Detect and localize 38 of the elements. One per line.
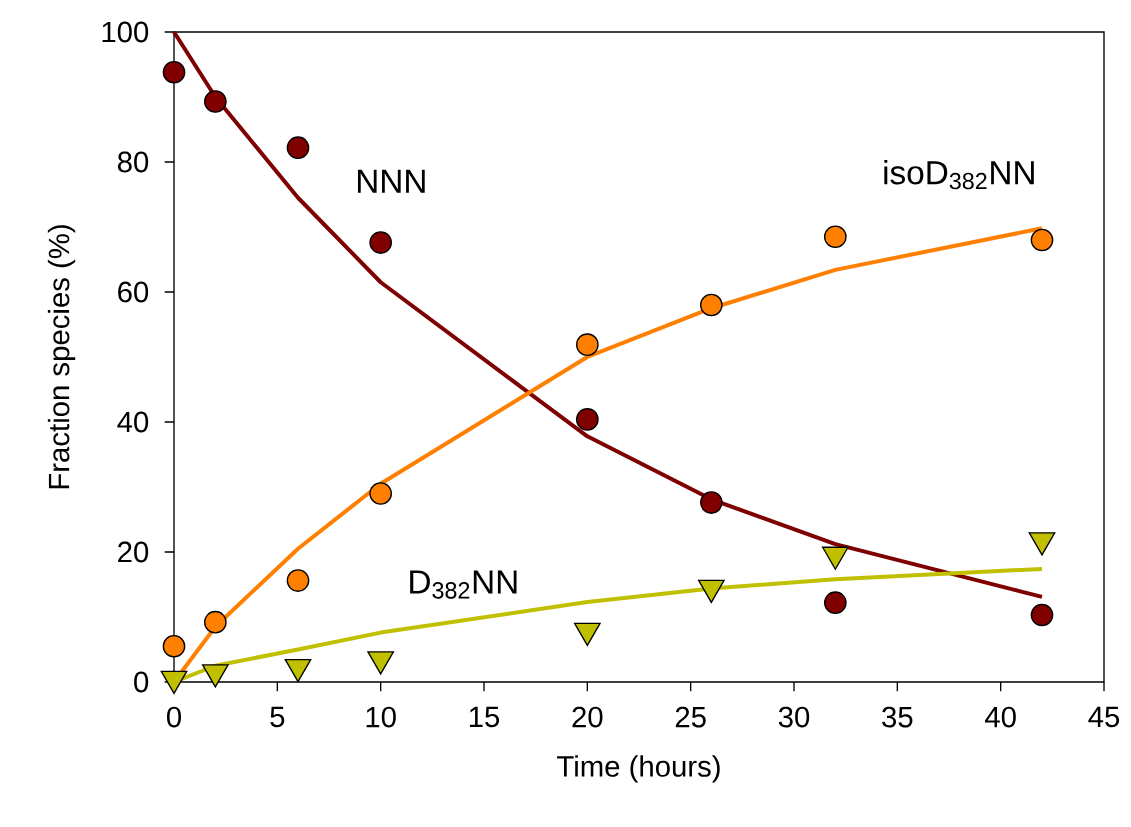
point (824, 591, 847, 615)
x-tick-label: 10 (366, 706, 396, 728)
x-tick-label: 30 (778, 706, 810, 728)
point (1030, 603, 1054, 627)
x-tick-label: 40 (985, 706, 1016, 728)
point (286, 569, 310, 592)
x-tick-label: 15 (469, 706, 500, 728)
y-tick-label: 20 (118, 541, 149, 563)
point (576, 408, 599, 431)
point (162, 60, 186, 84)
y-tick-label: 100 (102, 21, 149, 43)
x-tick-label: 45 (1088, 706, 1120, 728)
point (700, 491, 723, 514)
x-tick-label: 20 (572, 706, 603, 728)
point (700, 293, 723, 317)
x-tick-label: 0 (167, 706, 182, 728)
point (204, 610, 227, 634)
y-tick-label: 0 (134, 671, 149, 693)
point (1030, 228, 1054, 252)
line-series (172, 29, 1044, 599)
x-tick-label: 25 (675, 706, 706, 728)
point (824, 225, 847, 249)
point (286, 136, 310, 160)
point (369, 482, 393, 505)
point (369, 231, 393, 254)
x-axis-title: Time (hours) (557, 755, 720, 783)
series-label: NNN (357, 169, 425, 193)
series-label: D$_{382}$NN (410, 570, 517, 599)
x-tick-label: 5 (270, 706, 285, 728)
point (576, 333, 599, 356)
point (204, 90, 227, 113)
x-tick-label: 35 (882, 706, 913, 728)
y-tick-label: 60 (118, 281, 149, 303)
series-label: isoD$_{382}$NN (884, 159, 1034, 190)
y-tick-label: 80 (117, 151, 149, 173)
point (162, 634, 186, 658)
y-tick-label: 40 (117, 411, 149, 433)
y-axis-title: Fraction species (%) (47, 225, 76, 489)
